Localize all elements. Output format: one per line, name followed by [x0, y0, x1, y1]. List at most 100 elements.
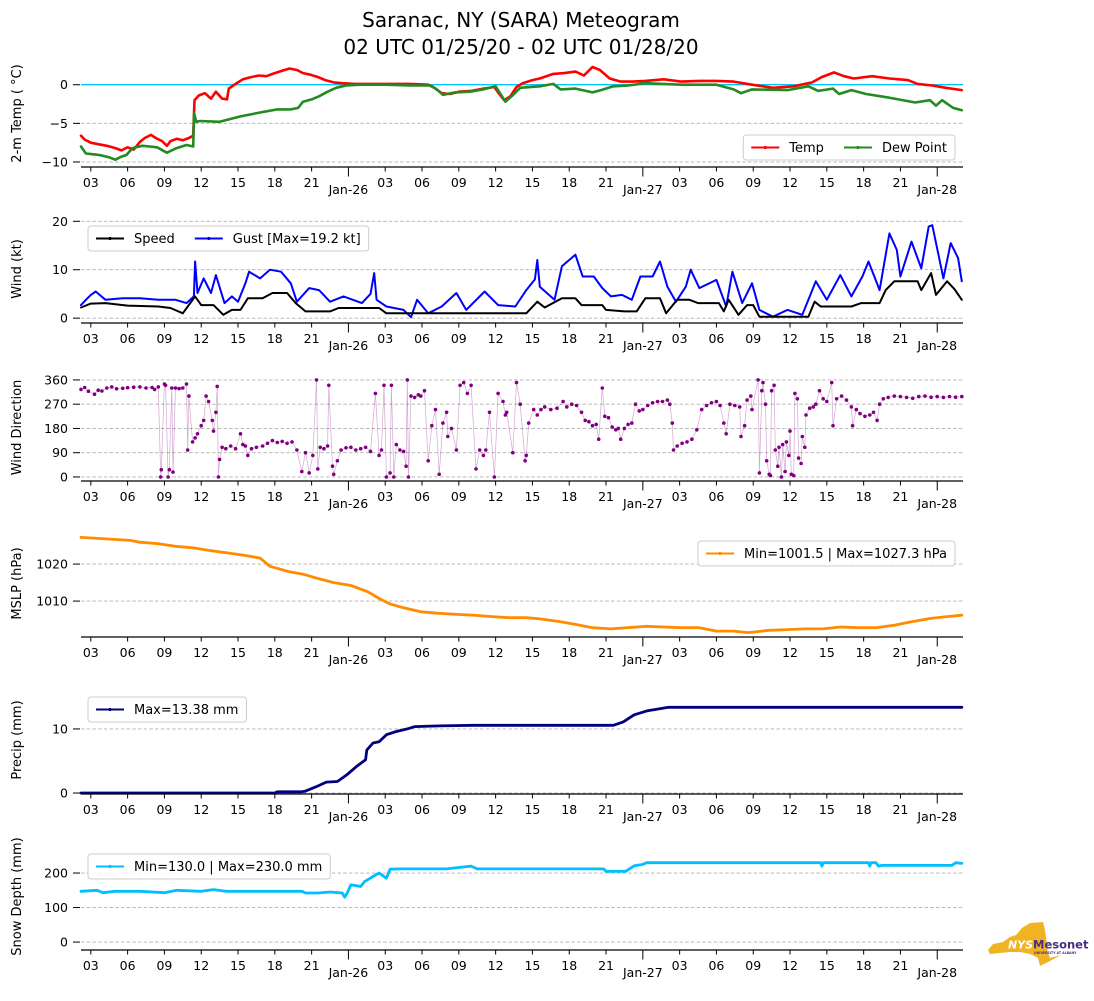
x-tick-label: 03	[377, 331, 393, 346]
y-tick-label: 0	[60, 77, 68, 92]
wind-direction-point	[173, 386, 178, 390]
x-tick-label: 12	[193, 645, 209, 660]
y-tick-label: 360	[44, 372, 68, 387]
legend-marker	[108, 864, 112, 869]
legend-entry: Speed	[96, 232, 175, 247]
wind-direction-point	[260, 444, 265, 448]
wind-direction-point	[886, 395, 890, 400]
wind-direction-point	[171, 470, 175, 474]
x-tick-label: 03	[672, 645, 688, 660]
wind-direction-point	[92, 392, 97, 397]
x-tick-label: 03	[83, 175, 99, 190]
wind-direction-point	[444, 410, 449, 415]
wind-direction-point	[409, 394, 413, 398]
wind-direction-point	[680, 441, 684, 446]
wind-direction-point	[768, 473, 773, 478]
wind-direction-point	[791, 473, 796, 478]
wind-direction-point	[405, 378, 410, 382]
wind-direction-point	[757, 471, 762, 475]
wind-direction-point	[849, 405, 854, 409]
wind-direction-point	[325, 444, 330, 448]
wind-direction-point	[190, 440, 195, 444]
wind-direction-point	[868, 413, 872, 417]
y-tick-label: 0	[60, 935, 68, 950]
x-tick-label: 09	[156, 489, 172, 504]
wind-direction-point	[249, 446, 254, 451]
x-tick-label: 21	[598, 175, 614, 190]
wind-direction-y-axis-label: Wind Direction	[10, 380, 25, 476]
x-tick-label: 06	[414, 802, 430, 817]
wind-direction-point	[745, 398, 749, 402]
wind-direction-point	[685, 440, 689, 444]
x-tick-label: 06	[120, 958, 136, 973]
wind-direction-point	[295, 448, 299, 452]
wind-direction-point	[722, 421, 726, 425]
y-tick-label: 90	[52, 445, 68, 460]
wind-direction-point	[109, 385, 114, 389]
x-tick-label: 09	[156, 175, 172, 190]
wind-direction-point	[170, 386, 174, 390]
x-tick-label: 12	[782, 331, 798, 346]
x-tick-label: 18	[267, 645, 283, 660]
x-tick-label: 21	[892, 802, 908, 817]
wind-direction-point	[904, 395, 909, 400]
wind-direction-point	[501, 399, 505, 404]
x-tick-label: 12	[782, 175, 798, 190]
wind-direction-point	[210, 418, 215, 423]
wind-direction-point	[131, 385, 136, 390]
x-tick-label: 15	[230, 958, 246, 973]
x-date-label: Jan-26	[328, 338, 369, 353]
wind-direction-point	[772, 383, 776, 388]
wind-direction-point	[780, 442, 785, 447]
x-tick-label: 18	[267, 489, 283, 504]
x-tick-label: 15	[524, 489, 540, 504]
wind-direction-point	[125, 385, 130, 390]
x-tick-label: 09	[745, 331, 761, 346]
wind-direction-point	[898, 394, 903, 399]
x-tick-label: 15	[230, 489, 246, 504]
wind-direction-point	[756, 378, 760, 382]
legend-marker	[108, 236, 112, 241]
x-date-label: Jan-28	[916, 338, 957, 353]
wind-direction-point	[871, 410, 876, 415]
wind-direction-point	[335, 459, 340, 463]
x-tick-label: 09	[745, 958, 761, 973]
wind-direction-point	[270, 438, 275, 443]
wind-direction-point	[465, 391, 470, 396]
x-date-label: Jan-26	[328, 652, 369, 667]
wind-direction-point	[114, 387, 119, 391]
wind-direction-point	[382, 383, 386, 388]
y-tick-label: 100	[44, 900, 68, 915]
wind-direction-point	[535, 413, 540, 417]
wind-direction-point	[618, 437, 623, 442]
x-tick-label: 06	[708, 489, 724, 504]
wind-panel: Wind (kt) 0 10 20 03 06 09 12 15 18 21 03 06 09 12 15 18…	[10, 214, 963, 353]
wind-direction-point	[779, 475, 784, 479]
wind-direction-point	[426, 459, 431, 463]
wind-direction-point	[733, 403, 737, 408]
wind-direction-point	[220, 445, 224, 450]
figure-title-line2: 02 UTC 01/25/20 - 02 UTC 01/28/20	[343, 35, 698, 59]
x-tick-label: 18	[561, 331, 577, 346]
x-tick-label: 09	[745, 175, 761, 190]
wind-direction-point	[844, 398, 849, 402]
wind-direction-point	[714, 399, 719, 404]
wind-direction-point	[960, 394, 964, 399]
precip-y-axis-label: Precip (mm)	[10, 700, 25, 779]
x-date-label: Jan-28	[916, 809, 957, 824]
wind-direction-point	[193, 436, 197, 440]
wind-direction-point	[799, 461, 803, 466]
x-tick-label: 18	[267, 175, 283, 190]
wind-direction-point	[863, 414, 867, 419]
wind-direction-point	[524, 453, 529, 458]
x-tick-label: 06	[120, 802, 136, 817]
y-tick-label: 1010	[36, 594, 68, 609]
x-tick-label: 18	[856, 331, 872, 346]
wind-direction-point	[354, 448, 358, 452]
logo-mesonet-text: Mesonet	[1033, 938, 1089, 952]
wind-direction-point	[561, 399, 565, 404]
wind-direction-point	[167, 467, 172, 472]
x-tick-label: 21	[598, 331, 614, 346]
x-tick-label: 03	[83, 489, 99, 504]
